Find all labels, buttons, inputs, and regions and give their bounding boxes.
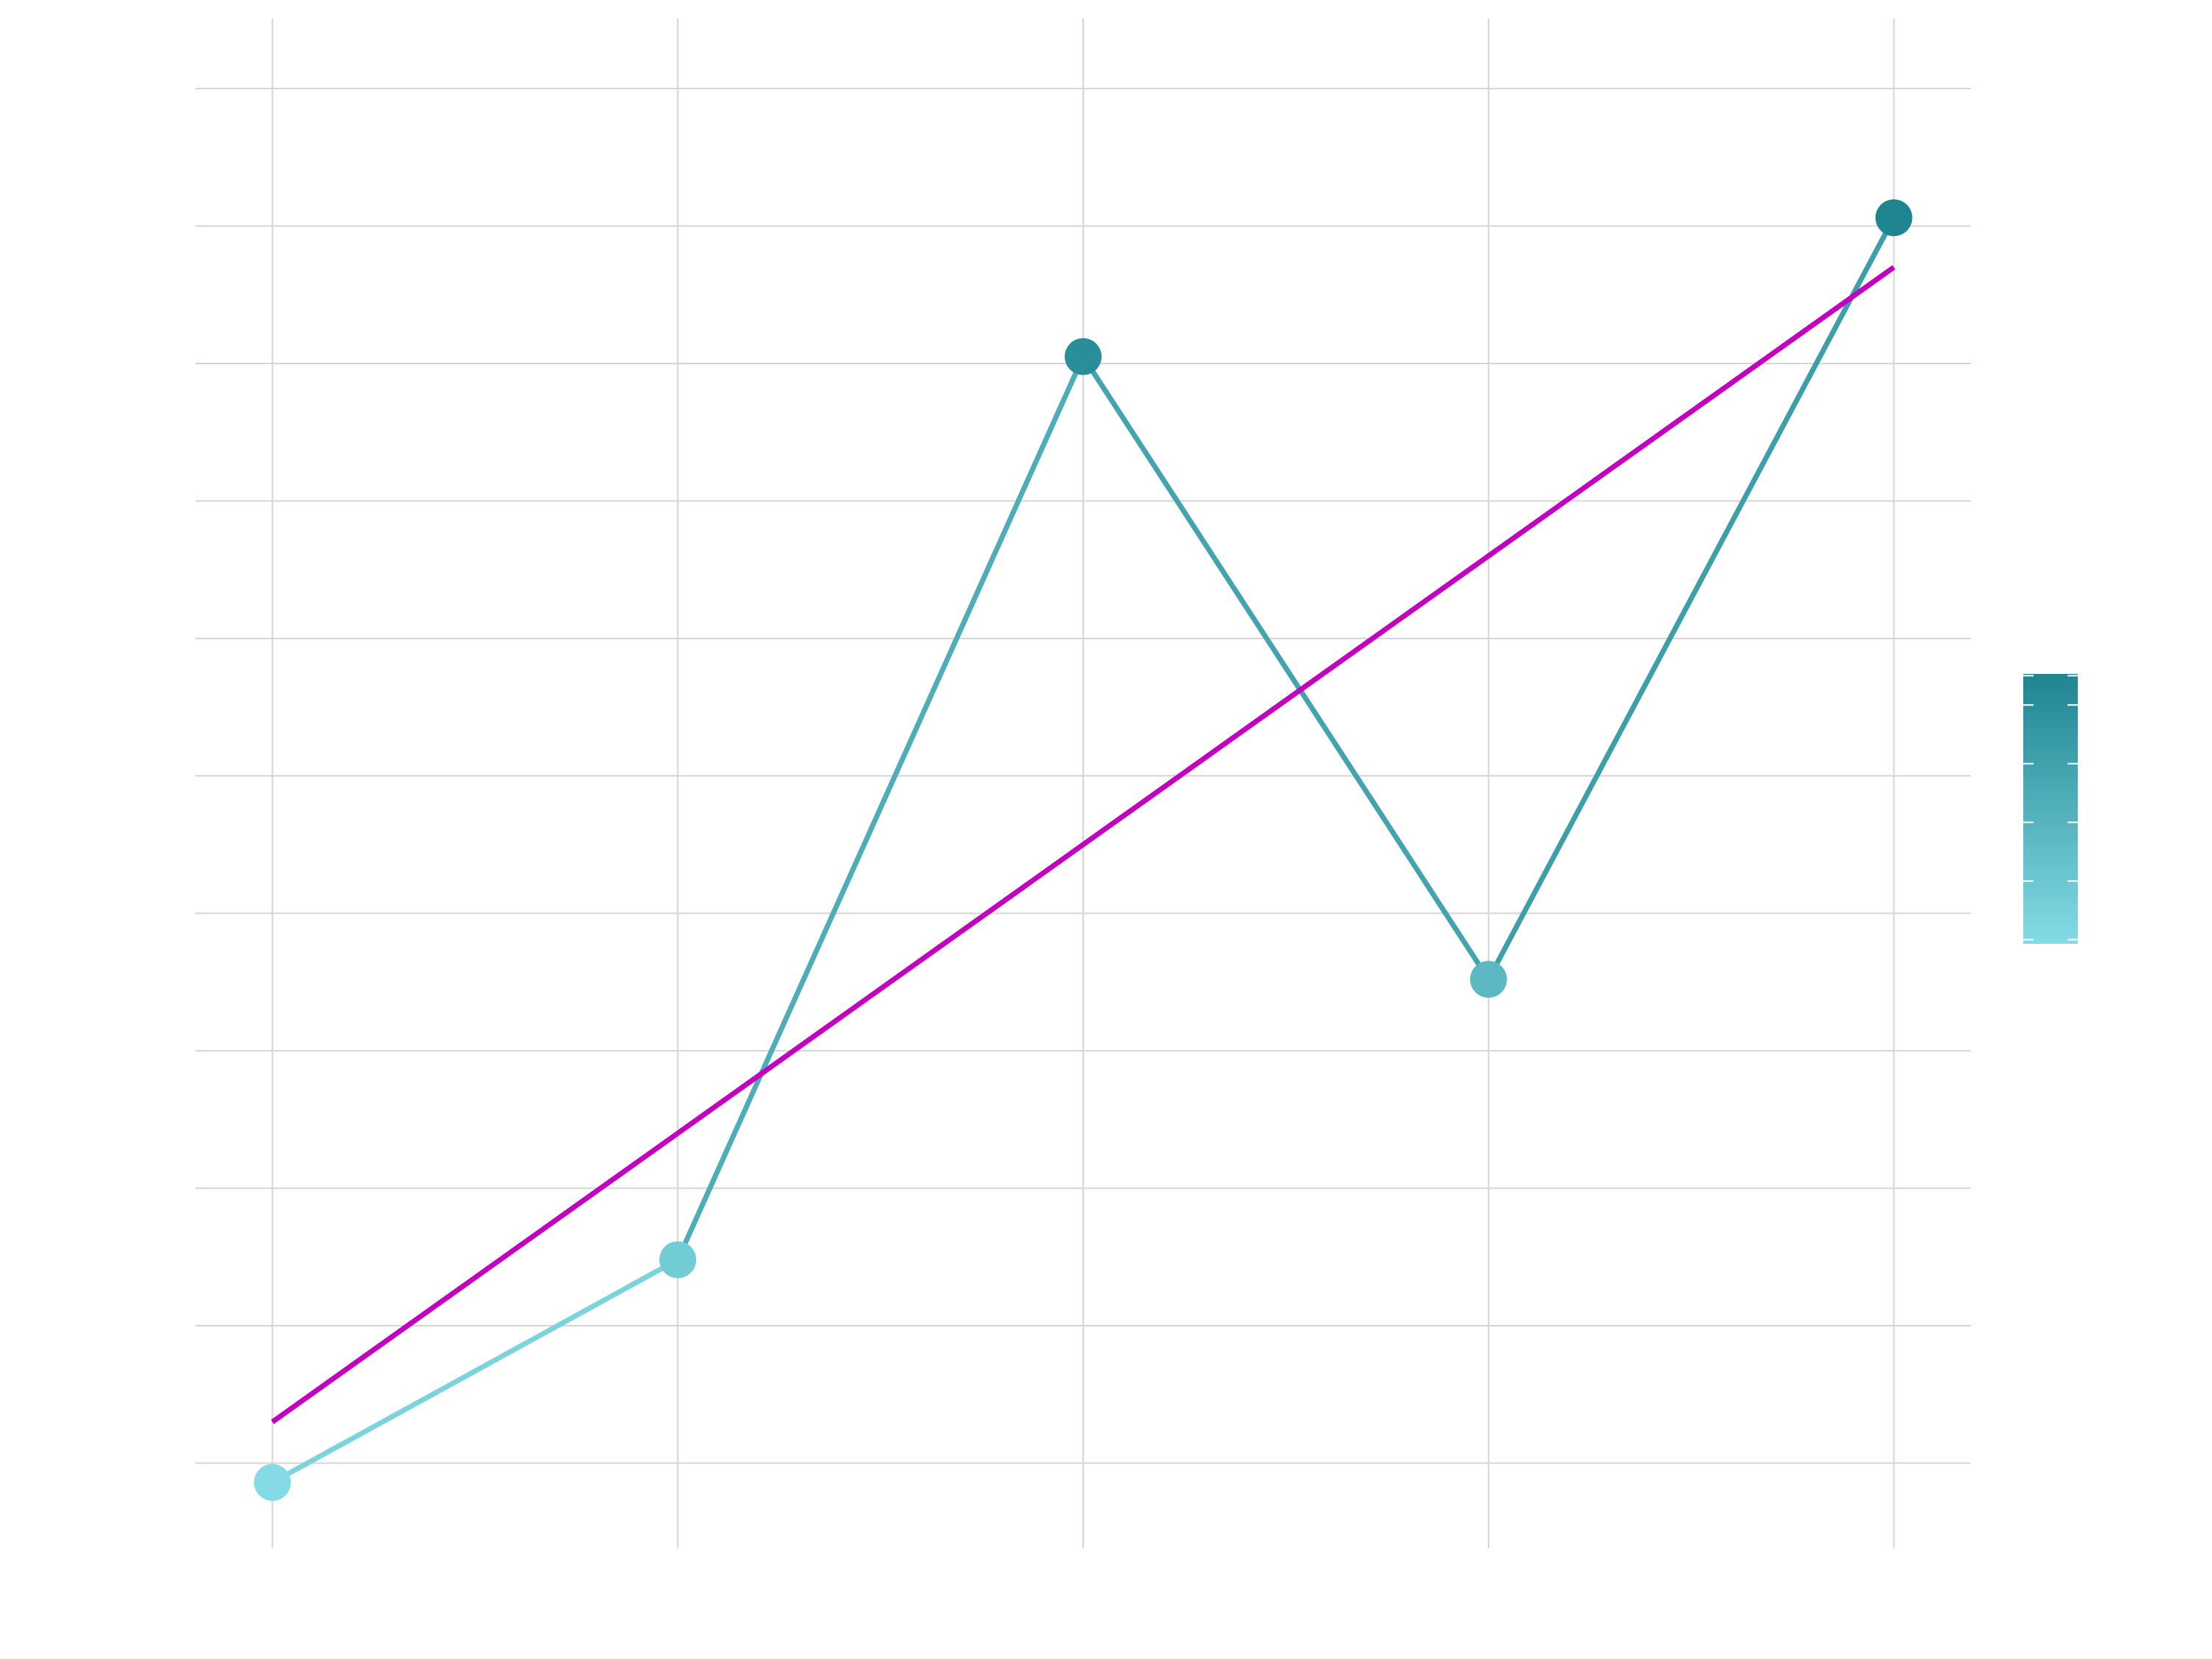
trend-line-layer: [271, 265, 1896, 1425]
series-line-segment: [1486, 215, 1897, 982]
data-series: [269, 215, 1897, 1486]
series-line-segment: [1080, 354, 1492, 982]
data-point: [254, 1464, 291, 1501]
colorbar-gradient: [2023, 674, 2078, 944]
data-points: [254, 199, 1913, 1501]
data-point: [1875, 199, 1913, 237]
colorbar: [2023, 674, 2078, 944]
series-line-segment: [269, 1256, 681, 1486]
data-point: [1065, 338, 1102, 375]
data-point: [1470, 961, 1507, 998]
gridlines: [195, 18, 1971, 1548]
series-line-segment: [675, 354, 1086, 1262]
data-point: [659, 1241, 697, 1279]
trend-line: [271, 265, 1896, 1425]
